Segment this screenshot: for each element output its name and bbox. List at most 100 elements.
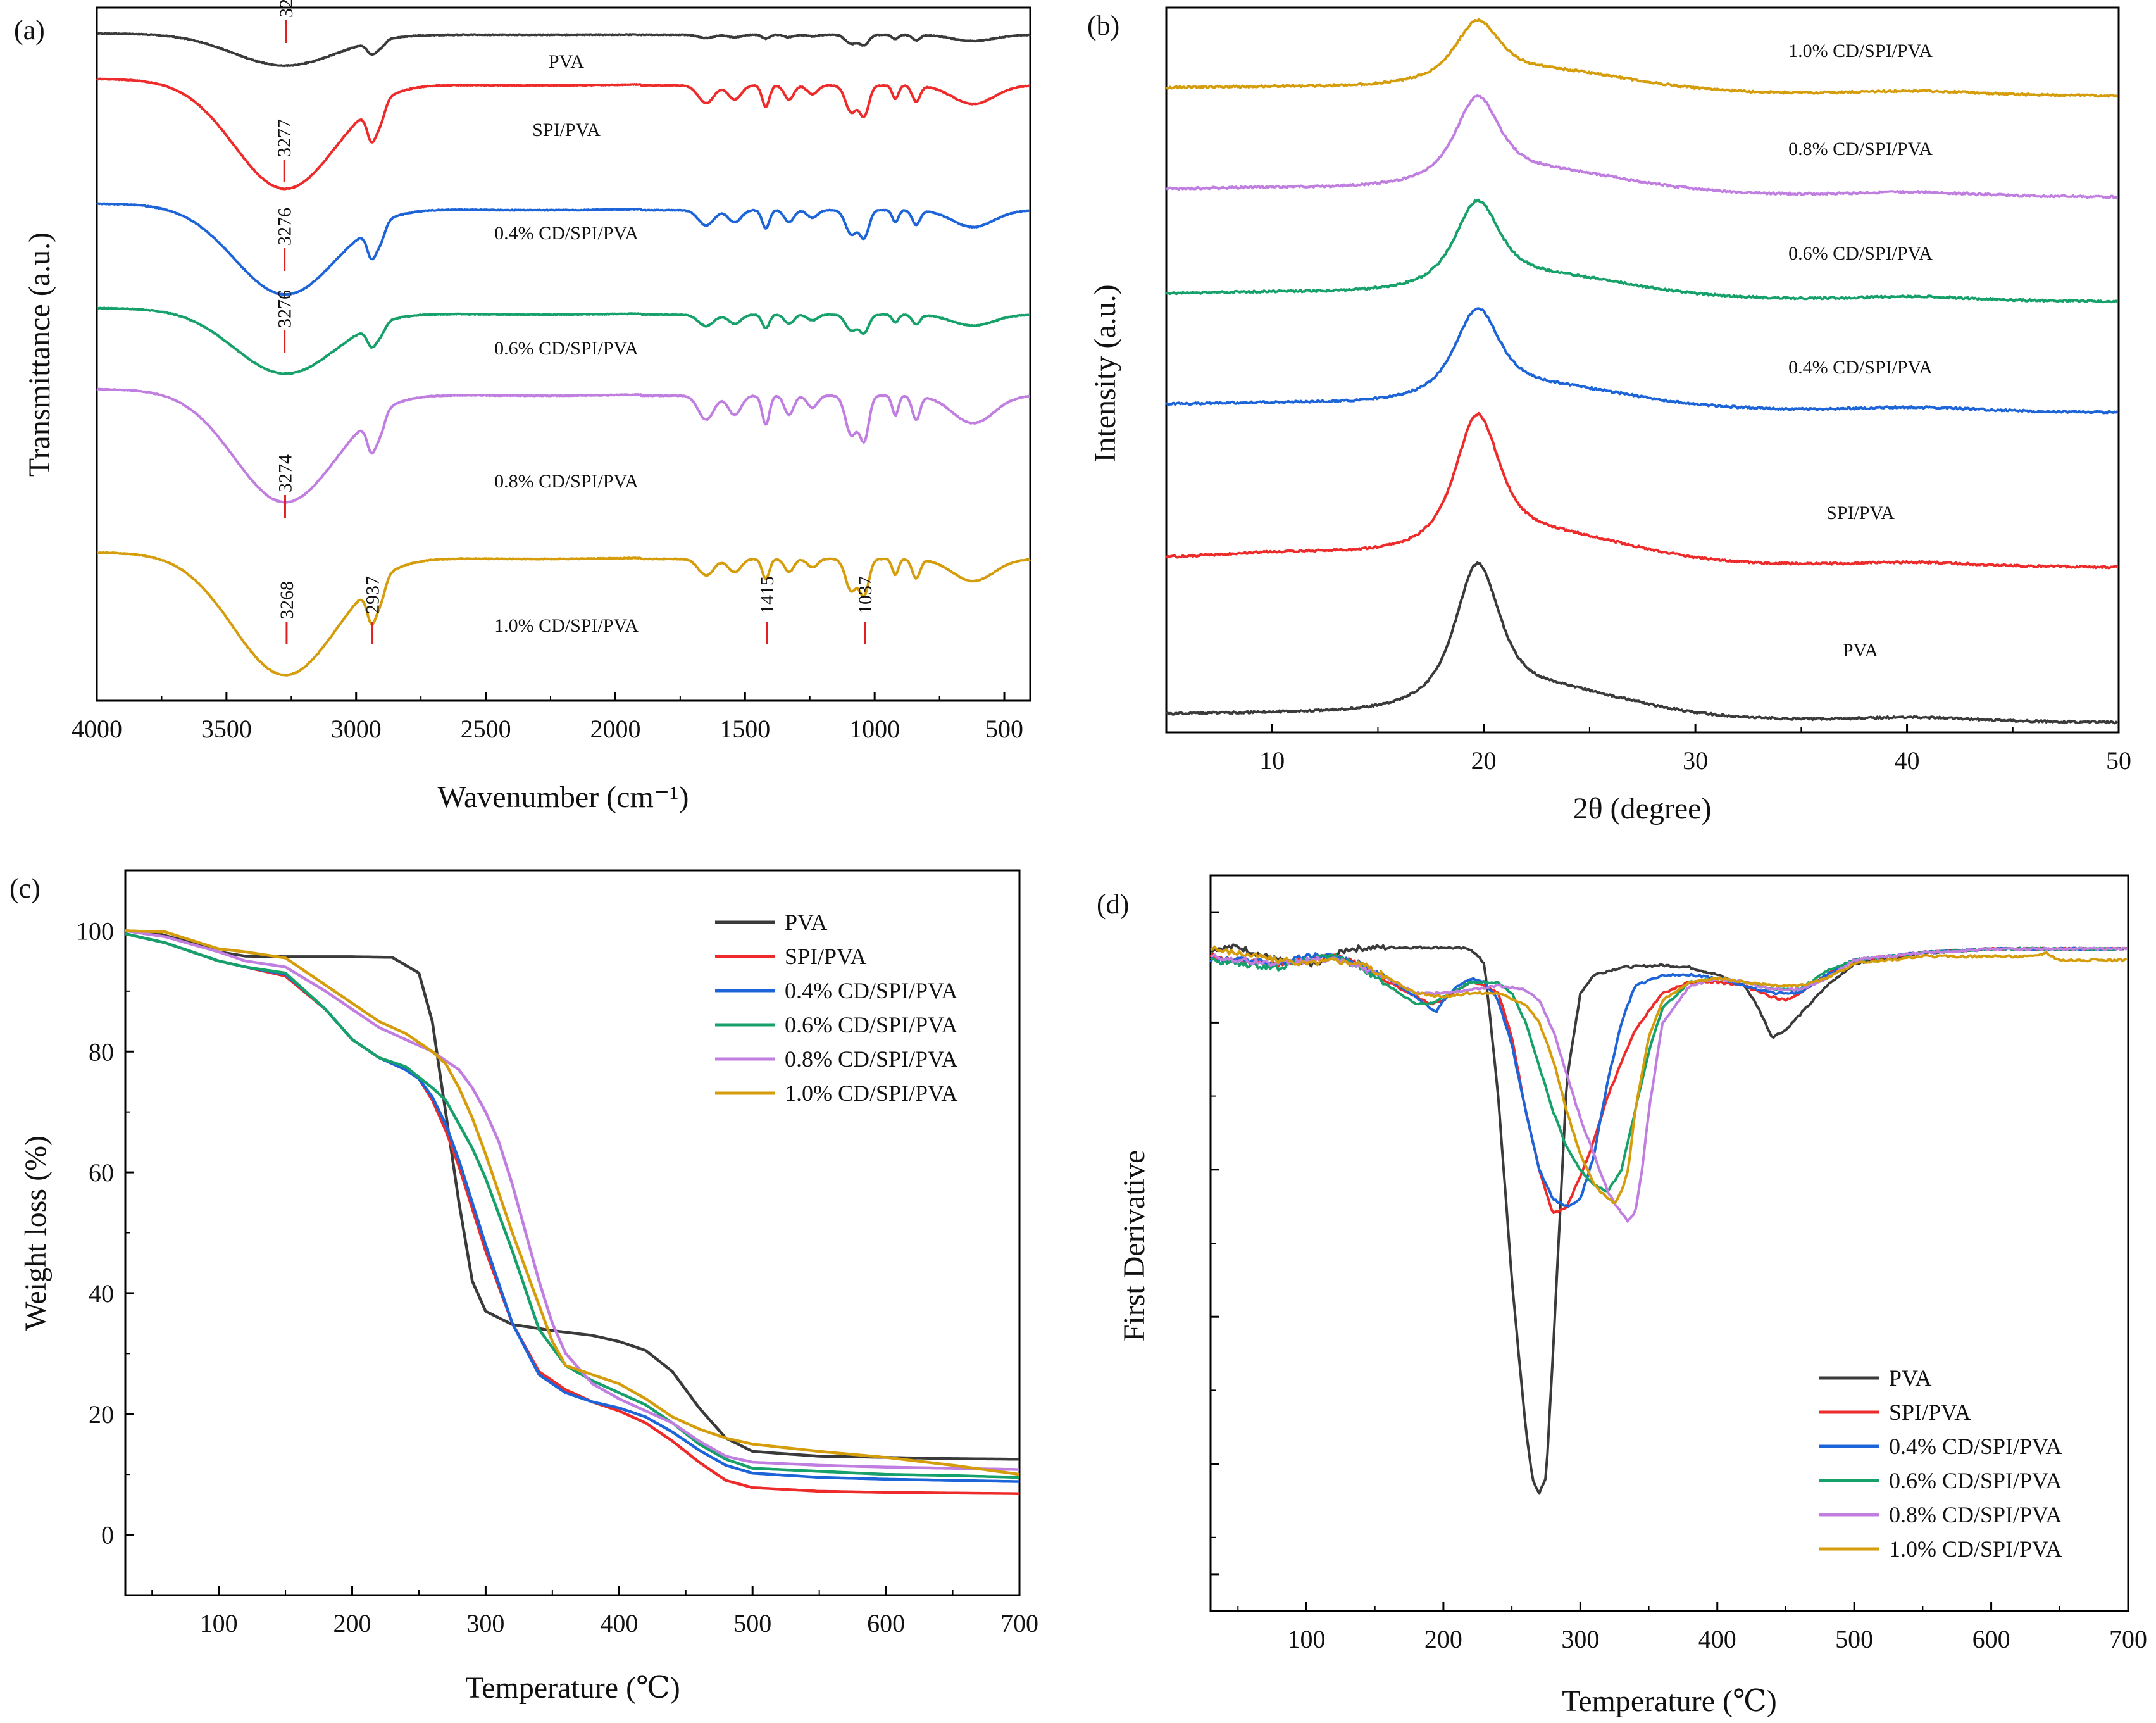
a-curve-label: 1.0% CD/SPI/PVA <box>494 615 639 636</box>
panel-c-label: (c) <box>9 873 41 904</box>
panel-d-label: (d) <box>1097 889 1129 920</box>
b-curve-1-0-cd-spi-pva <box>1166 18 2119 98</box>
b-curve-label: 1.0% CD/SPI/PVA <box>1788 41 1933 61</box>
c-curve-0-6-cd-spi-pva <box>125 932 1020 1479</box>
panel-c-legend: PVA SPI/PVA 0.4% CD/SPI/PVA 0.6% CD/SPI/PVA… <box>715 910 957 1106</box>
panel-a-x-axis-title: Wavenumber (cm⁻¹) <box>437 780 689 814</box>
c-legend-label: 0.8% CD/SPI/PVA <box>785 1046 957 1072</box>
c-x-tick-label: 300 <box>466 1609 504 1638</box>
d-x-tick-label: 500 <box>1835 1625 1873 1653</box>
a-curve-1-0-cd-spi-pva <box>96 551 1031 677</box>
c-y-tick-label: 60 <box>89 1158 114 1187</box>
panel-d-curves <box>1209 943 2128 1495</box>
c-x-tick-label: 200 <box>333 1609 371 1638</box>
panel-b-xrd: (b) 10 20 30 40 50 1.0% CD/SPI/PVA 0.8% CD/SP… <box>1087 6 2131 825</box>
panel-d-x-axis-title: Temperature (℃) <box>1562 1684 1777 1718</box>
a-peak-label: 3277 <box>274 119 295 157</box>
panel-b-plot-frame <box>1165 6 2120 734</box>
c-x-tick-label: 400 <box>600 1609 638 1638</box>
a-curve-pva <box>96 32 1031 68</box>
c-legend-label: 1.0% CD/SPI/PVA <box>785 1081 957 1106</box>
d-curve-1-0-cd-spi-pva <box>1210 945 2128 1205</box>
d-legend-label: 0.4% CD/SPI/PVA <box>1889 1434 2062 1459</box>
a-peak-label: 3276 <box>275 208 296 246</box>
panel-b-label: (b) <box>1087 10 1119 41</box>
panel-a-ftir: (a) 4000 3500 3000 2500 2000 1500 1000 500 PVA S… <box>14 0 1031 814</box>
panel-d-y-axis-title: First Derivative <box>1118 1150 1151 1342</box>
a-curve-label: PVA <box>549 51 584 72</box>
panel-a-annotations: PVA SPI/PVA 0.4% CD/SPI/PVA 0.6% CD/SPI/PVA… <box>274 0 876 644</box>
c-y-tick-label: 40 <box>89 1279 114 1308</box>
a-x-tick-label: 3000 <box>331 715 382 743</box>
panel-c-ticks: 100 200 300 400 500 600 700 0 20 40 60 80 100 <box>76 870 1038 1638</box>
c-legend-label: 0.4% CD/SPI/PVA <box>785 978 957 1003</box>
a-curve-label: SPI/PVA <box>532 120 601 141</box>
panel-c-x-axis-title: Temperature (℃) <box>465 1671 680 1705</box>
c-x-tick-label: 500 <box>733 1609 771 1638</box>
c-legend-label: SPI/PVA <box>785 944 866 969</box>
c-y-tick-label: 100 <box>76 917 114 945</box>
d-x-tick-label: 100 <box>1287 1625 1325 1653</box>
a-x-tick-label: 500 <box>985 715 1023 743</box>
panel-a-y-axis-title: Transmittance (a.u.) <box>23 232 56 477</box>
panel-b-annotations: 1.0% CD/SPI/PVA 0.8% CD/SPI/PVA 0.6% CD/SP… <box>1788 41 1933 661</box>
b-curve-label: 0.8% CD/SPI/PVA <box>1788 139 1933 160</box>
d-x-tick-label: 400 <box>1698 1625 1736 1653</box>
panel-b-y-axis-title: Intensity (a.u.) <box>1088 284 1122 462</box>
panel-a-curves <box>96 32 1031 677</box>
panel-c-y-axis-title: Weight loss (%) <box>19 1136 53 1331</box>
d-x-tick-label: 700 <box>2109 1625 2147 1653</box>
b-x-tick-label: 50 <box>2106 746 2131 775</box>
panel-d-dtg: (d) 100 200 300 400 500 600 700 PVA SPI/PVA 0.4%… <box>1097 874 2147 1718</box>
a-peak-label: 1415 <box>757 576 778 614</box>
panel-b-x-axis-title: 2θ (degree) <box>1573 792 1712 825</box>
b-curve-0-6-cd-spi-pva <box>1166 198 2119 304</box>
b-curve-label: PVA <box>1843 640 1878 661</box>
c-y-tick-label: 80 <box>89 1037 114 1066</box>
c-legend-label: PVA <box>785 910 827 935</box>
panel-b-curves <box>1165 18 2119 725</box>
a-x-tick-label: 2000 <box>590 715 640 743</box>
a-curve-0-4-cd-spi-pva <box>96 202 1031 296</box>
b-curve-spi-pva <box>1165 411 2119 570</box>
a-peak-label: 3268 <box>277 581 297 619</box>
panel-a-ticks: 4000 3500 3000 2500 2000 1500 1000 500 <box>72 692 1023 743</box>
c-curve-0-8-cd-spi-pva <box>125 929 1019 1471</box>
a-peak-label: 1037 <box>855 576 876 614</box>
d-legend-label: 0.6% CD/SPI/PVA <box>1889 1468 2062 1493</box>
a-curve-spi-pva <box>96 77 1031 191</box>
d-legend-label: PVA <box>1889 1365 1931 1391</box>
a-curve-label: 0.8% CD/SPI/PVA <box>494 471 639 492</box>
panel-b-ticks: 10 20 30 40 50 <box>1166 724 2131 775</box>
b-curve-pva <box>1166 561 2119 725</box>
c-x-tick-label: 600 <box>867 1609 905 1638</box>
b-x-tick-label: 30 <box>1683 746 1708 775</box>
c-x-tick-label: 100 <box>200 1609 238 1638</box>
panel-c-tga: (c) 100 200 300 400 500 600 700 0 20 40 60 80 100 PV… <box>9 869 1038 1705</box>
c-x-tick-label: 700 <box>1000 1609 1038 1638</box>
b-x-tick-label: 20 <box>1471 746 1497 775</box>
d-legend-label: SPI/PVA <box>1889 1400 1971 1425</box>
d-curve-0-8-cd-spi-pva <box>1210 946 2128 1223</box>
a-x-tick-label: 4000 <box>72 715 122 743</box>
panel-c-curves <box>125 929 1020 1495</box>
panel-a-label: (a) <box>14 15 45 46</box>
c-legend-label: 0.6% CD/SPI/PVA <box>785 1012 957 1037</box>
a-x-tick-label: 1500 <box>720 715 770 743</box>
panel-d-legend: PVA SPI/PVA 0.4% CD/SPI/PVA 0.6% CD/SPI/PVA… <box>1819 1365 2062 1562</box>
c-y-tick-label: 20 <box>89 1400 114 1429</box>
a-peak-label: 3276 <box>275 290 296 328</box>
a-x-tick-label: 3500 <box>201 715 252 743</box>
d-legend-label: 0.8% CD/SPI/PVA <box>1889 1502 2062 1527</box>
b-curve-label: 0.4% CD/SPI/PVA <box>1788 357 1933 378</box>
b-curve-label: 0.6% CD/SPI/PVA <box>1788 243 1933 264</box>
a-x-tick-label: 2500 <box>461 715 511 743</box>
b-curve-0-8-cd-spi-pva <box>1166 94 2119 199</box>
d-legend-label: 1.0% CD/SPI/PVA <box>1889 1536 2062 1562</box>
b-curve-label: SPI/PVA <box>1826 503 1895 523</box>
d-x-tick-label: 600 <box>1972 1625 2010 1653</box>
d-x-tick-label: 200 <box>1424 1625 1462 1653</box>
b-x-tick-label: 40 <box>1895 746 1920 775</box>
d-x-tick-label: 300 <box>1561 1625 1599 1653</box>
